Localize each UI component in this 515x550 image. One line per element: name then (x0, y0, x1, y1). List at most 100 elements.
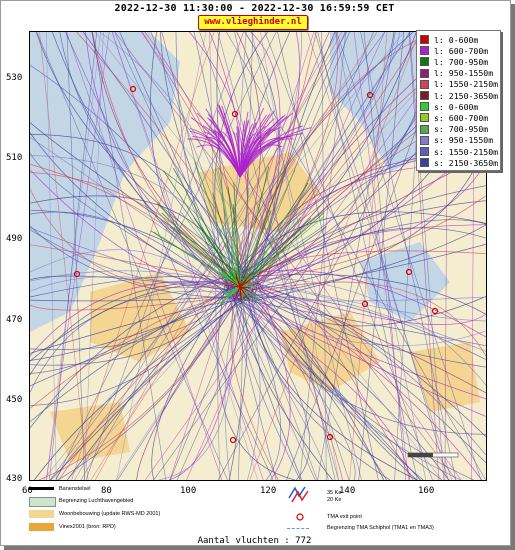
flight-track (239, 169, 296, 288)
flight-track (30, 134, 253, 292)
runway-label: Banenstelsel (59, 486, 91, 492)
flight-track (236, 32, 435, 276)
vinex-label: Vinex2001 (bron: RPD) (59, 524, 116, 530)
flight-track (248, 295, 385, 480)
flight-track (140, 32, 462, 480)
flight-count: Aantal vluchten : 772 (197, 536, 312, 546)
flight-track (239, 135, 292, 178)
flight-track (30, 249, 227, 300)
legend-label: l: 700-950m (434, 56, 489, 67)
tma-exit-point (405, 268, 413, 276)
flight-track (228, 291, 486, 456)
y-tick-label: 530 (6, 73, 23, 83)
scale-bar (408, 453, 433, 457)
flight-track (186, 32, 386, 480)
flight-track (253, 286, 486, 394)
flight-track (235, 276, 241, 288)
flight-track (179, 236, 241, 288)
flight-track (232, 131, 241, 178)
flight-track (249, 224, 486, 296)
flight-track (38, 299, 238, 480)
residential-label: Woonbebouwing (update RWS-MD 2001) (59, 511, 161, 517)
tma-exit-point (231, 110, 239, 118)
flight-track (241, 243, 486, 299)
legend-swatch (420, 124, 429, 134)
flight-track (239, 286, 251, 302)
flight-track (221, 105, 241, 178)
flight-track (95, 32, 342, 480)
flight-track (228, 32, 302, 298)
flight-track (277, 32, 379, 480)
legend-label: s: 950-1550m (434, 135, 494, 146)
flight-track (239, 214, 288, 288)
flight-track (253, 32, 339, 284)
flight-track (168, 277, 246, 480)
airport-boundary-swatch (29, 497, 56, 507)
flight-track (353, 32, 409, 480)
flight-track (150, 32, 235, 293)
flight-track (144, 32, 243, 276)
flight-track (30, 229, 234, 284)
site-link[interactable]: www.vlieghinder.nl (198, 15, 308, 30)
legend-swatch (420, 113, 429, 123)
legend-item: s: 1550-2150m (420, 146, 498, 157)
flight-track (317, 32, 396, 480)
legend-label: s: 1550-2150m (434, 146, 499, 157)
flight-track (251, 280, 483, 480)
legend-label: s: 600-700m (434, 112, 489, 123)
flight-track (244, 277, 486, 368)
legend-label: l: 2150-3650m (434, 90, 499, 101)
flight-track (231, 277, 486, 386)
legend-swatch (420, 102, 429, 112)
flight-track (42, 32, 405, 480)
flight-track (229, 272, 241, 288)
legend-swatch (420, 158, 429, 168)
flight-track (239, 187, 250, 288)
flight-track (30, 295, 238, 311)
flight-track (199, 32, 350, 480)
legend-label: s: 700-950m (434, 124, 489, 135)
tma-exit-point (366, 91, 374, 99)
flight-track (238, 273, 486, 322)
flight-track (239, 216, 325, 288)
flight-track (227, 279, 241, 288)
flight-track (30, 280, 241, 366)
tma-exit-point (73, 270, 81, 278)
flight-track (239, 167, 286, 288)
tma-boundary-label: Begrenzing TMA Schiphol (TMA1 en TMA3) (327, 525, 434, 531)
flight-track (30, 211, 231, 299)
y-tick-label: 450 (6, 395, 23, 405)
legend-item: l: 700-950m (420, 56, 488, 67)
noise-contour-icon (288, 486, 309, 503)
water-body (30, 32, 180, 332)
flight-track (249, 32, 420, 480)
legend-item: l: 0-600m (420, 34, 478, 45)
legend-item: l: 950-1550m (420, 68, 493, 79)
flight-track (250, 32, 423, 295)
flight-track (237, 297, 474, 480)
legend-swatch (420, 79, 429, 89)
y-tick-label: 430 (6, 474, 23, 484)
legend-label: l: 0-600m (434, 34, 479, 45)
flight-track (234, 219, 486, 284)
flight-track (67, 288, 230, 480)
x-tick-label: 80 (101, 486, 112, 496)
flight-track (264, 32, 433, 480)
flight-track (117, 32, 411, 480)
flight-track (335, 32, 427, 480)
flight-track (111, 32, 264, 480)
tma-exit-point (229, 436, 237, 444)
flight-track (30, 172, 241, 289)
flight-track (66, 32, 85, 480)
tma-exit-point (431, 307, 439, 315)
x-tick-label: 120 (260, 486, 277, 496)
flight-track (317, 32, 418, 480)
flight-track (212, 192, 241, 288)
flight-track (36, 32, 228, 480)
flight-track (239, 286, 242, 301)
flight-track (80, 32, 347, 480)
flight-track (238, 280, 421, 480)
ke35-label: 35 Ke (327, 490, 342, 496)
flight-track (217, 167, 241, 288)
flight-track (201, 226, 241, 288)
